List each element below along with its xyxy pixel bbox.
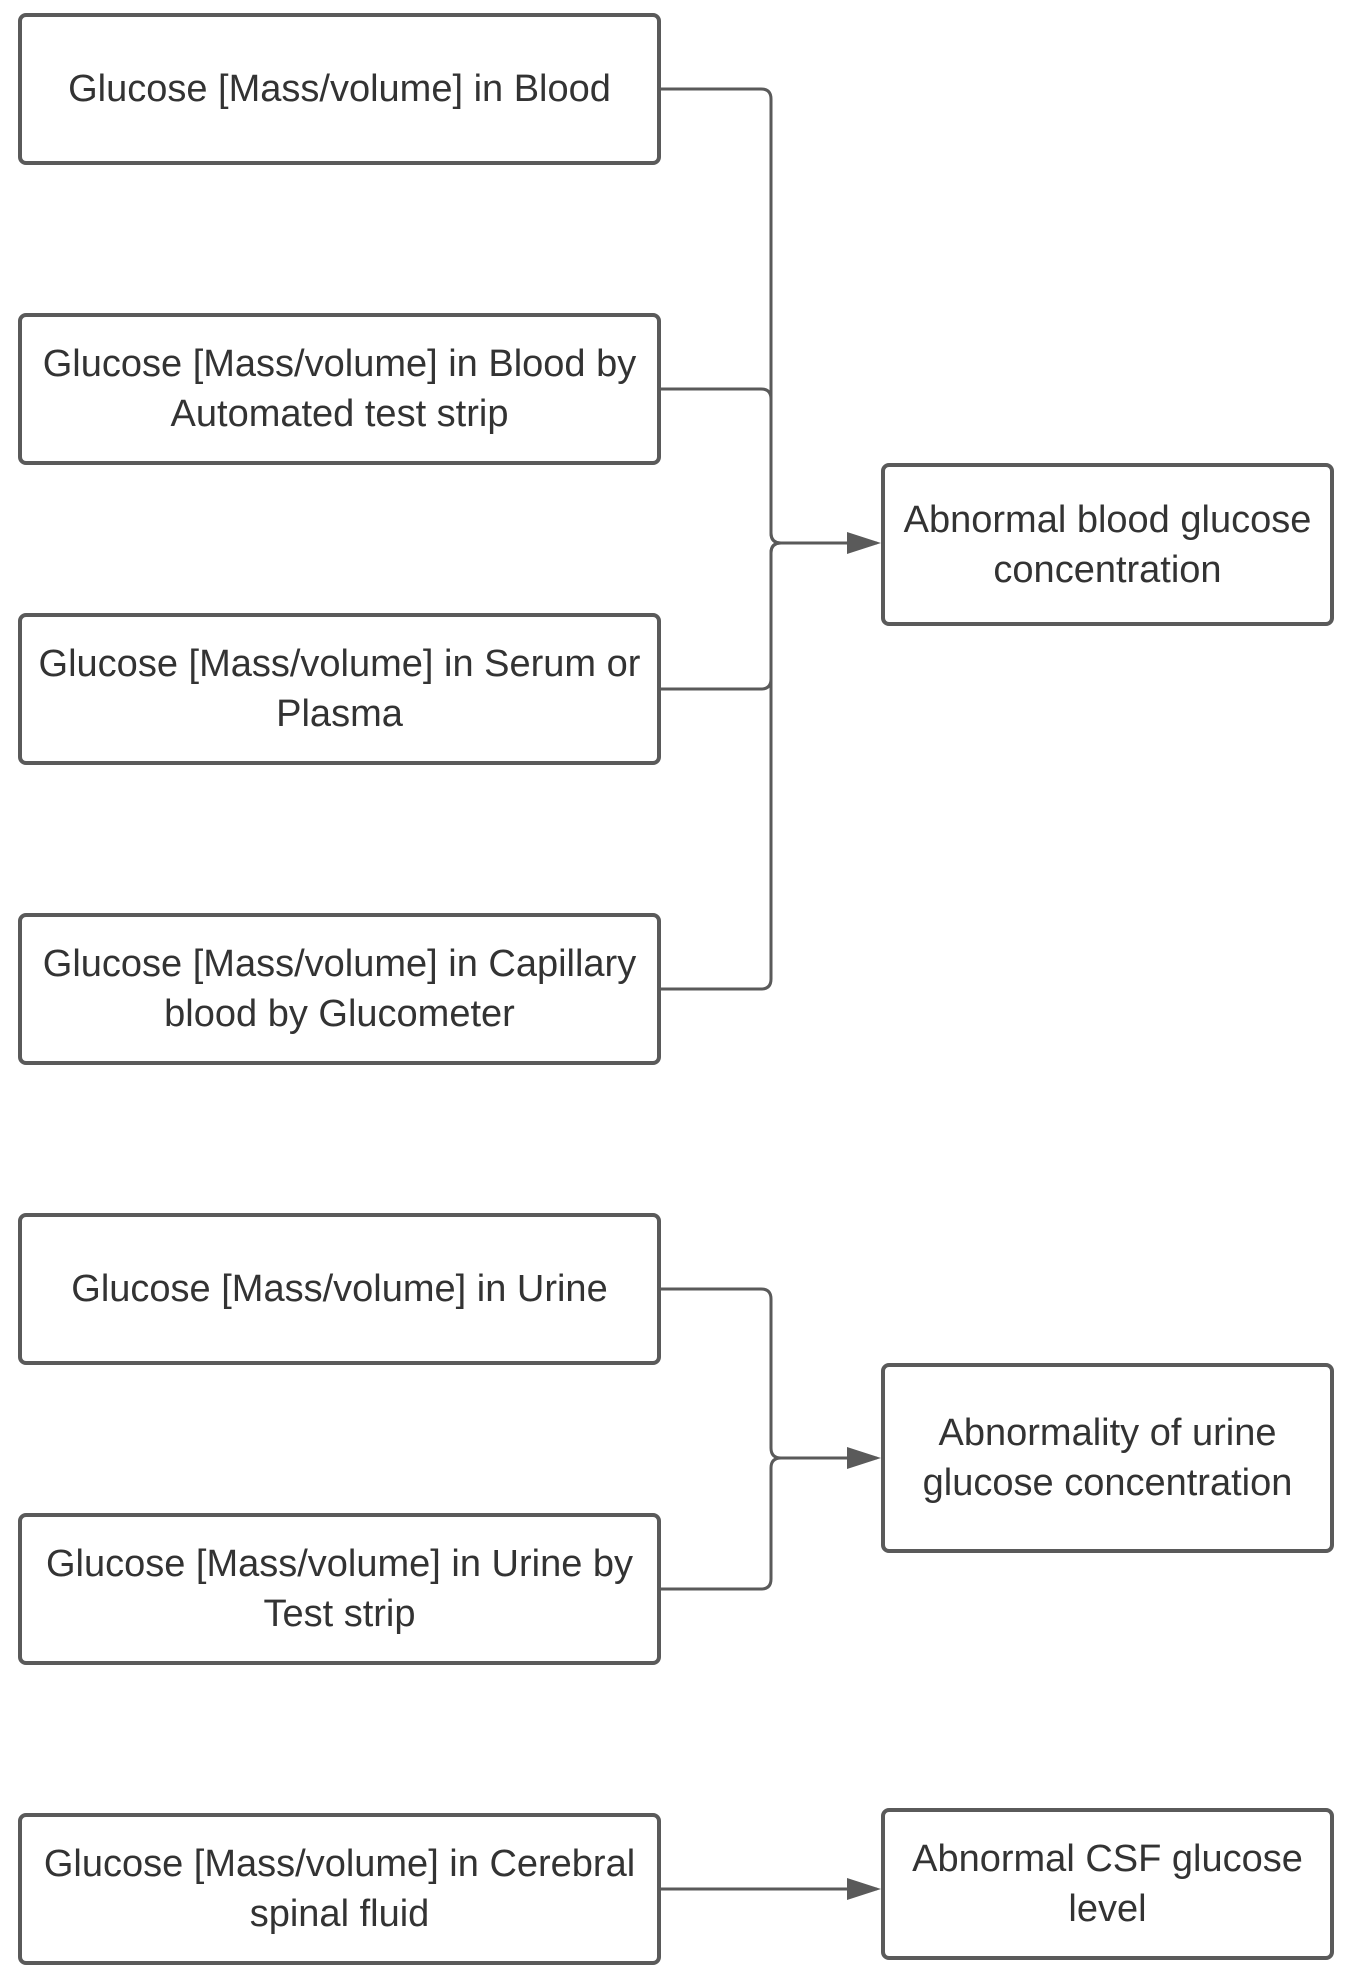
node-glucose-serum-plasma: Glucose [Mass/volume] in Serum or Plasma [18,613,661,765]
node-label: Glucose [Mass/volume] in Urine by Test s… [45,1543,634,1635]
arrowhead-abnormal-blood-glucose [847,532,881,554]
node-abnormality-urine-glucose-concentration: Abnormality of urine glucose concentrati… [881,1363,1334,1553]
connector-serum-plasma [661,541,782,691]
connector-blood-test-strip [661,387,782,545]
node-glucose-blood-automated-test-strip: Glucose [Mass/volume] in Blood by Automa… [18,313,661,465]
connector-capillary-glucometer [661,541,782,991]
node-glucose-capillary-glucometer: Glucose [Mass/volume] in Capillary blood… [18,913,661,1065]
node-label: Glucose [Mass/volume] in Capillary blood… [42,943,637,1035]
connector-urine [661,1287,782,1460]
node-glucose-urine: Glucose [Mass/volume] in Urine [18,1213,661,1365]
node-label: Glucose [Mass/volume] in Blood [68,68,611,110]
node-glucose-blood: Glucose [Mass/volume] in Blood [18,13,661,165]
connector-blood [661,87,782,545]
arrowhead-abnormal-csf-glucose [847,1878,881,1900]
node-abnormal-blood-glucose-concentration: Abnormal blood glucose concentration [881,463,1334,626]
node-label: Abnormal CSF glucose level [912,1838,1303,1930]
node-label: Glucose [Mass/volume] in Serum or Plasma [38,643,641,735]
node-label: Abnormality of urine glucose concentrati… [922,1412,1293,1504]
connector-urine-test-strip [661,1456,782,1591]
node-label: Abnormal blood glucose concentration [903,498,1312,591]
node-label: Glucose [Mass/volume] in Blood by Automa… [42,343,637,435]
arrowhead-abnormal-urine-glucose [847,1447,881,1469]
node-glucose-urine-test-strip: Glucose [Mass/volume] in Urine by Test s… [18,1513,661,1665]
node-label: Glucose [Mass/volume] in Cerebral spinal… [43,1843,636,1935]
node-glucose-cerebral-spinal-fluid: Glucose [Mass/volume] in Cerebral spinal… [18,1813,661,1965]
node-label: Glucose [Mass/volume] in Urine [71,1268,608,1310]
node-abnormal-csf-glucose-level: Abnormal CSF glucose level [881,1808,1334,1960]
